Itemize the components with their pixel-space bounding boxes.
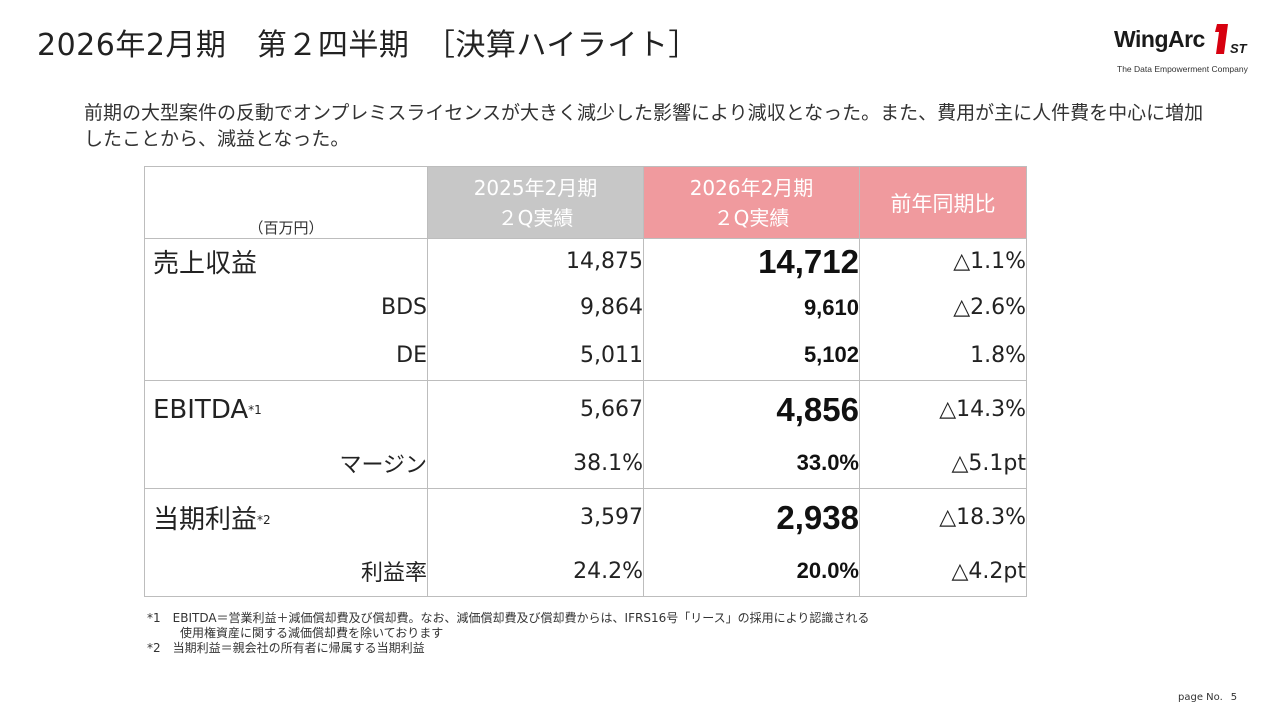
curr-value: 33.0% [643, 438, 860, 489]
yoy-header: 前年同期比 [859, 166, 1027, 239]
prev-value: 38.1% [427, 438, 644, 489]
row-label: マージン [144, 438, 428, 489]
footnote-marker: *2 [257, 513, 271, 528]
table-header-row: （百万円） 2025年2月期 ２Q実績 2026年2月期 ２Q実績 前年同期比 [144, 166, 1027, 239]
yoy-value: △5.1pt [859, 438, 1027, 489]
row-label: EBITDA*1 [144, 380, 428, 439]
page-number: page No. 5 [1178, 692, 1237, 703]
row-label: 当期利益*2 [144, 488, 428, 547]
logo-wordmark: WingArc [1114, 26, 1205, 52]
prev-value: 24.2% [427, 546, 644, 597]
table-row: DE 5,011 5,102 1.8% [144, 330, 1027, 381]
prev-period-header: 2025年2月期 ２Q実績 [427, 166, 644, 239]
company-logo: WingArc ST The Data Empowerment Company [1114, 22, 1254, 76]
prev-value: 14,875 [427, 238, 644, 285]
page-label: page No. [1178, 692, 1223, 703]
table-row: マージン 38.1% 33.0% △5.1pt [144, 438, 1027, 489]
svg-text:ST: ST [1230, 41, 1248, 56]
footnotes: *1 EBITDA＝営業利益＋減価償却費及び償却費。なお、減価償却費及び償却費か… [147, 611, 869, 656]
table-row: BDS 9,864 9,610 △2.6% [144, 284, 1027, 331]
prev-value: 3,597 [427, 488, 644, 547]
logo-1st-mark: ST [1215, 24, 1248, 56]
table-row: EBITDA*1 5,667 4,856 △14.3% [144, 380, 1027, 439]
prev-value: 5,667 [427, 380, 644, 439]
row-label: 利益率 [144, 546, 428, 597]
yoy-value: △14.3% [859, 380, 1027, 439]
curr-value: 2,938 [643, 488, 860, 547]
yoy-value: △18.3% [859, 488, 1027, 547]
row-label: 売上収益 [144, 238, 428, 285]
prev-value: 5,011 [427, 330, 644, 381]
results-table: （百万円） 2025年2月期 ２Q実績 2026年2月期 ２Q実績 前年同期比 … [144, 166, 1027, 597]
curr-value: 4,856 [643, 380, 860, 439]
yoy-value: △2.6% [859, 284, 1027, 331]
row-label: BDS [144, 284, 428, 331]
footnote-1-continued: 使用権資産に関する減価償却費を除いております [180, 626, 444, 640]
table-row: 利益率 24.2% 20.0% △4.2pt [144, 546, 1027, 597]
curr-value: 5,102 [643, 330, 860, 381]
yoy-value: △1.1% [859, 238, 1027, 285]
footnote-2: *2 当期利益＝親会社の所有者に帰属する当期利益 [147, 641, 425, 655]
curr-value: 20.0% [643, 546, 860, 597]
footnote-marker: *1 [248, 402, 262, 417]
curr-value: 9,610 [643, 284, 860, 331]
unit-label: （百万円） [144, 166, 428, 239]
curr-value: 14,712 [643, 238, 860, 285]
table-row: 当期利益*2 3,597 2,938 △18.3% [144, 488, 1027, 547]
curr-period-header: 2026年2月期 ２Q実績 [643, 166, 860, 239]
logo-tagline: The Data Empowerment Company [1117, 64, 1248, 74]
yoy-value: △4.2pt [859, 546, 1027, 597]
yoy-value: 1.8% [859, 330, 1027, 381]
footnote-1: *1 EBITDA＝営業利益＋減価償却費及び償却費。なお、減価償却費及び償却費か… [147, 611, 870, 625]
prev-value: 9,864 [427, 284, 644, 331]
summary-text: 前期の大型案件の反動でオンプレミスライセンスが大きく減少した影響により減収となっ… [84, 102, 1204, 150]
table-row: 売上収益 14,875 14,712 △1.1% [144, 238, 1027, 285]
page-title: 2026年2月期 第２四半期 ［決算ハイライト］ [37, 28, 699, 63]
page-number-value: 5 [1230, 692, 1238, 703]
row-label: DE [144, 330, 428, 381]
